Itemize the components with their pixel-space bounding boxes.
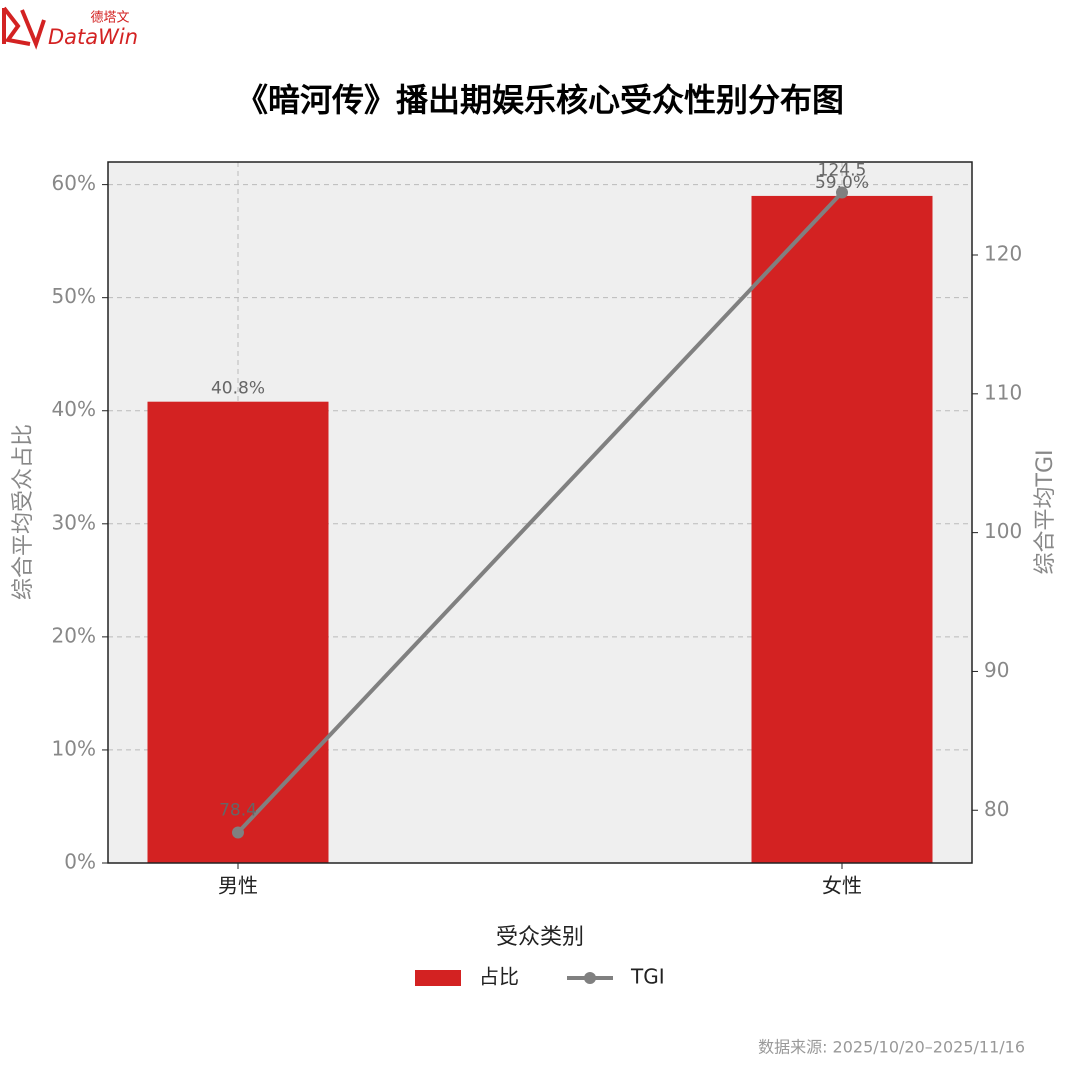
plot-frame	[107, 161, 973, 864]
x-tick-label: 男性	[218, 874, 258, 898]
logo: 德塔文 DataWin	[2, 6, 138, 50]
chart-title: 《暗河传》播出期娱乐核心受众性别分布图	[236, 81, 844, 119]
bar-value-label: 40.8%	[211, 379, 265, 399]
bar-value-label: 59.0%	[815, 173, 869, 193]
tgi-line	[236, 191, 844, 834]
source-note: 数据来源: 2025/10/20–2025/11/16	[758, 1038, 1025, 1057]
line-value-label: 124.5	[818, 161, 867, 181]
x-axis-label: 受众类别	[496, 925, 584, 950]
y2-tick-label: 90	[984, 658, 1009, 682]
y-tick-label: 50%	[52, 284, 96, 308]
y-tick-label: 60%	[52, 171, 96, 195]
bar	[751, 195, 933, 863]
legend-swatch	[415, 970, 461, 986]
logo-cn: 德塔文	[90, 11, 129, 26]
y2-axis-label: 综合平均TGI	[1033, 450, 1058, 575]
y-tick-label: 20%	[52, 623, 96, 647]
y2-tick-label: 120	[984, 242, 1022, 266]
y-tick-label: 0%	[64, 850, 96, 874]
bar	[147, 401, 329, 863]
x-tick-label: 女性	[822, 874, 862, 898]
tgi-marker	[232, 826, 244, 839]
legend-label: TGI	[630, 965, 665, 989]
legend: 占比 TGI	[415, 965, 665, 989]
y2-tick-label: 110	[984, 380, 1022, 404]
logo-en: DataWin	[48, 25, 138, 49]
y2-tick-label: 80	[984, 797, 1009, 821]
y2-tick-label: 100	[984, 519, 1022, 543]
tgi-marker	[836, 186, 848, 199]
legend-label: 占比	[479, 965, 519, 989]
y-tick-label: 10%	[52, 736, 96, 760]
logo-icon	[2, 6, 46, 50]
y-tick-label: 40%	[52, 397, 96, 421]
line-value-label: 78.4	[219, 800, 257, 820]
y-tick-label: 30%	[52, 510, 96, 534]
y-axis-label: 综合平均受众占比	[11, 424, 36, 600]
legend-marker	[584, 972, 596, 984]
